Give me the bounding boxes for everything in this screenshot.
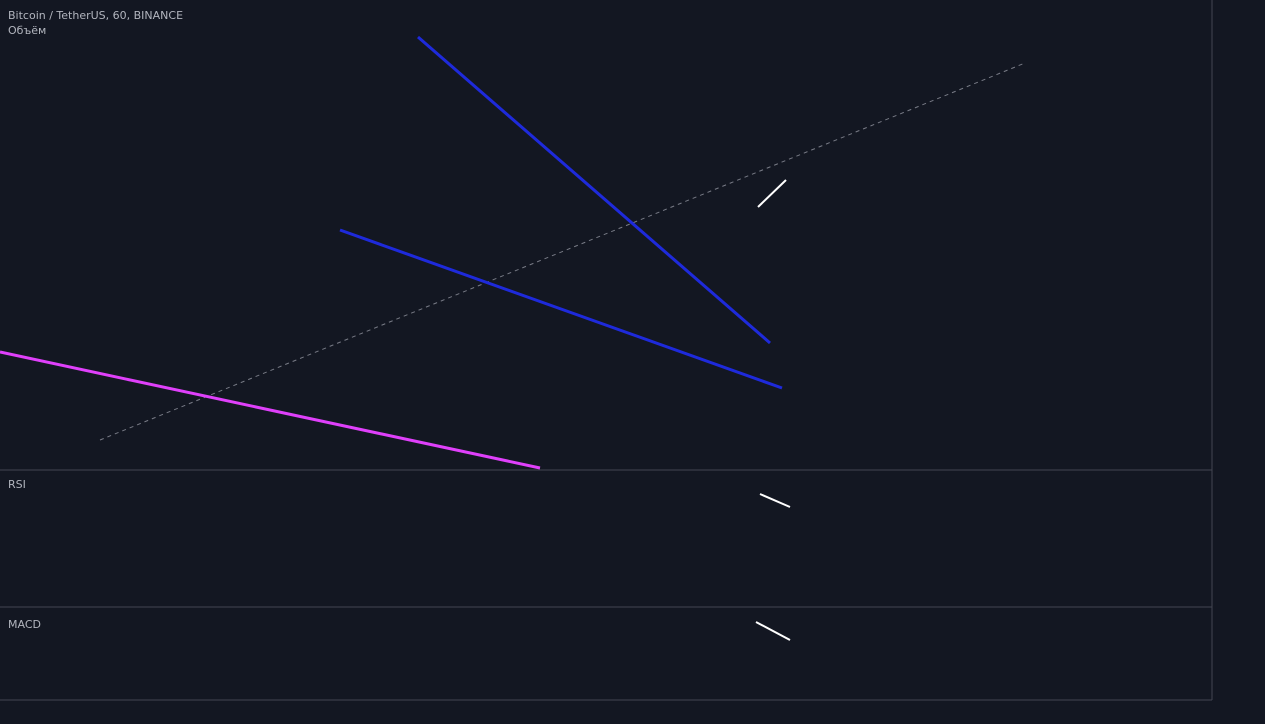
trend-line	[0, 350, 541, 470]
divergence-line	[759, 493, 791, 508]
divergence-line	[757, 179, 787, 208]
trend-line	[417, 35, 771, 345]
pane-title: RSI	[8, 478, 26, 491]
pane-title: MACD	[8, 618, 41, 631]
trend-line	[339, 228, 783, 390]
volume-label: Объём	[8, 24, 46, 37]
divergence-line	[755, 621, 791, 641]
fib-trend	[99, 62, 1026, 441]
symbol-title: Bitcoin / TetherUS, 60, BINANCE	[8, 9, 183, 22]
drawings	[0, 35, 1026, 641]
